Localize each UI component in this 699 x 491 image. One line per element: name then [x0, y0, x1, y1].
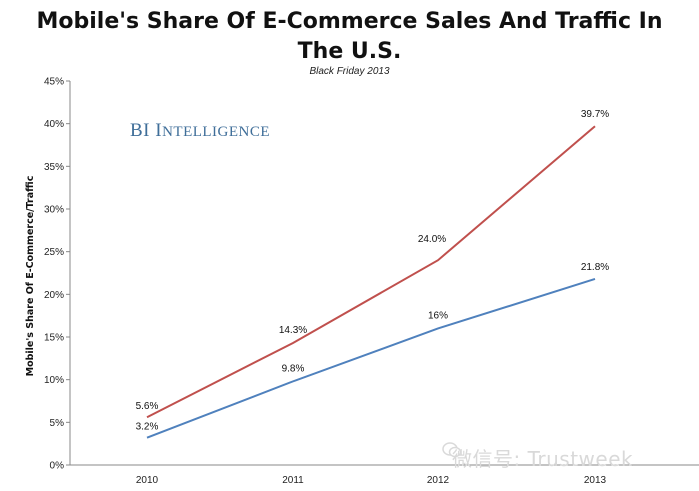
y-tick-label: 20% [44, 290, 64, 301]
data-label: 16% [428, 310, 448, 321]
x-tick-label: 2012 [427, 475, 450, 486]
series-2-line [146, 278, 596, 439]
y-tick-label: 0% [50, 461, 65, 472]
chart-title-line-2: The U.S. [297, 39, 402, 64]
data-label: 14.3% [279, 325, 307, 336]
x-tick-label: 2013 [584, 475, 607, 486]
data-label: 9.8% [282, 363, 305, 374]
data-label: 3.2% [136, 422, 159, 433]
y-tick-label: 15% [44, 333, 64, 344]
logo-rest: NTELLIGENCE [162, 124, 271, 140]
data-label: 39.7% [581, 109, 609, 120]
watermark-text: 微信号: Trustweek [452, 447, 634, 471]
x-tick-label: 2011 [282, 475, 304, 486]
y-tick-label: 30% [44, 205, 64, 216]
data-label: 21.8% [581, 262, 609, 273]
y-tick-label: 45% [44, 77, 64, 88]
chart-title-line-1: Mobile's Share Of E-Commerce Sales And T… [36, 9, 663, 34]
y-tick-label: 10% [44, 375, 64, 386]
y-axis-label: Mobile's Share Of E-Commerce/Traffic [25, 176, 36, 377]
data-label: 24.0% [418, 234, 446, 245]
y-tick-label: 35% [44, 162, 64, 173]
logo-prefix: BI I [130, 120, 163, 141]
bi-intelligence-logo: BI INTELLIGENCE [130, 120, 270, 142]
wechat-icon [442, 442, 462, 458]
chart-subtitle: Black Friday 2013 [309, 66, 390, 77]
data-label: 5.6% [136, 401, 159, 412]
x-tick-label: 2010 [136, 475, 159, 486]
series-1-line [146, 125, 596, 419]
y-tick-label: 5% [50, 418, 65, 429]
y-tick-label: 25% [44, 247, 64, 258]
y-tick-label: 40% [44, 119, 64, 130]
